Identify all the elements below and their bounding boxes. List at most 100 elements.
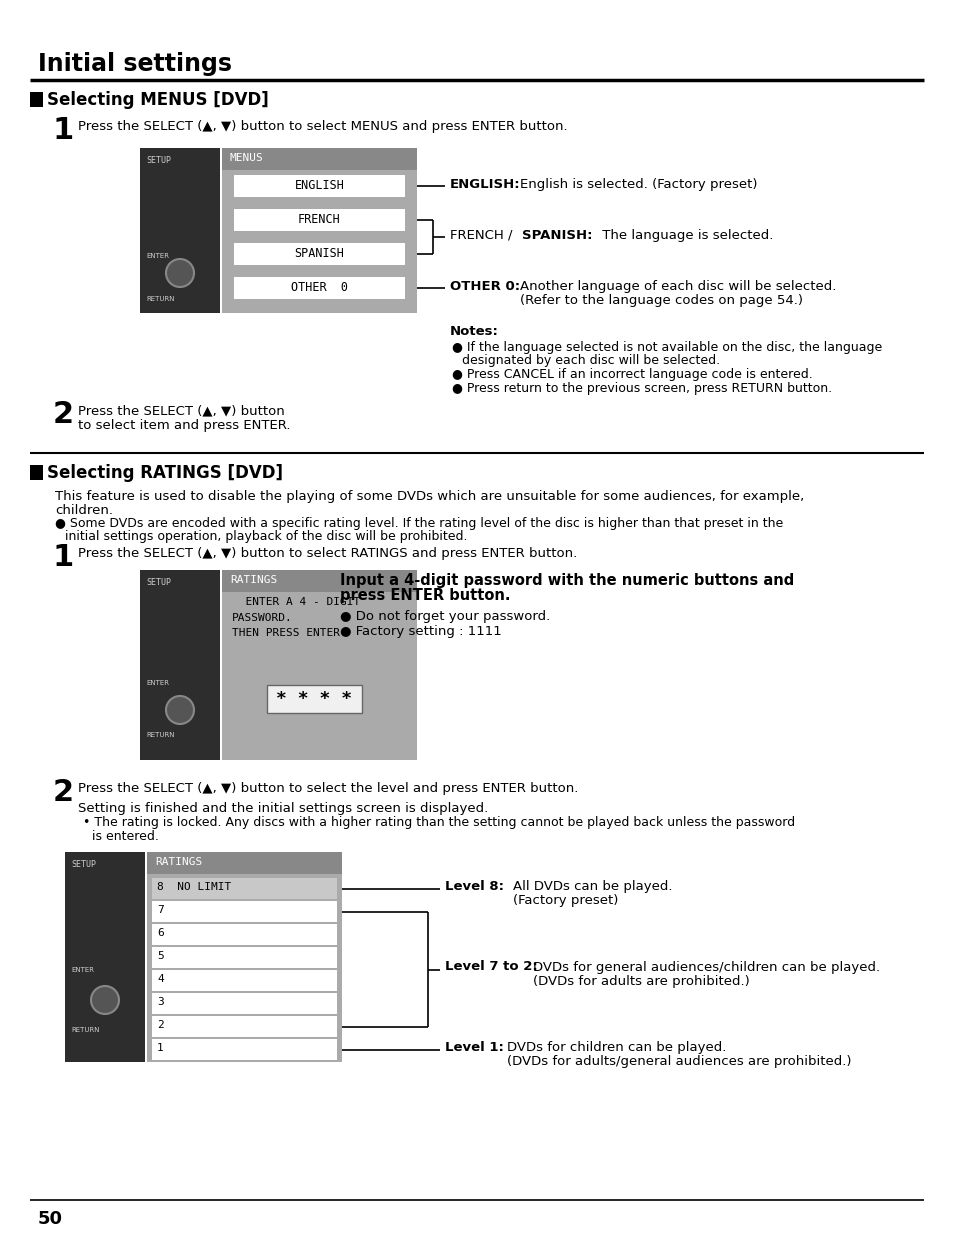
Text: RETURN: RETURN bbox=[146, 732, 174, 739]
Text: SETUP: SETUP bbox=[71, 860, 96, 869]
Bar bbox=[152, 993, 336, 1014]
Text: Press the SELECT (▲, ▼) button to select MENUS and press ENTER button.: Press the SELECT (▲, ▼) button to select… bbox=[78, 120, 567, 133]
Bar bbox=[30, 466, 43, 480]
Text: This feature is used to disable the playing of some DVDs which are unsuitable fo: This feature is used to disable the play… bbox=[55, 490, 803, 503]
Circle shape bbox=[91, 986, 119, 1014]
Text: ● Do not forget your password.: ● Do not forget your password. bbox=[339, 610, 550, 622]
Text: • The rating is locked. Any discs with a higher rating than the setting cannot b: • The rating is locked. Any discs with a… bbox=[83, 816, 794, 829]
Text: 1: 1 bbox=[53, 116, 74, 144]
Text: ENTER: ENTER bbox=[146, 680, 169, 685]
Text: ENTER: ENTER bbox=[146, 253, 169, 259]
Bar bbox=[30, 91, 43, 107]
Text: SPANISH: SPANISH bbox=[294, 247, 344, 261]
Text: OTHER 0:: OTHER 0: bbox=[450, 280, 519, 293]
Bar bbox=[152, 947, 336, 968]
Bar bbox=[152, 1039, 336, 1060]
Text: RETURN: RETURN bbox=[146, 296, 174, 303]
Text: Another language of each disc will be selected.: Another language of each disc will be se… bbox=[519, 280, 836, 293]
Bar bbox=[152, 924, 336, 945]
Bar bbox=[222, 148, 416, 312]
Text: 2: 2 bbox=[53, 778, 74, 806]
Text: Initial settings: Initial settings bbox=[38, 52, 232, 77]
Text: * * * *: * * * * bbox=[276, 690, 353, 708]
Text: RETURN: RETURN bbox=[71, 1028, 99, 1032]
Text: ENTER: ENTER bbox=[71, 967, 94, 973]
Text: press ENTER button.: press ENTER button. bbox=[339, 588, 510, 603]
Bar bbox=[233, 209, 405, 231]
Text: ● Factory setting : 1111: ● Factory setting : 1111 bbox=[339, 625, 501, 638]
Text: (DVDs for adults are prohibited.): (DVDs for adults are prohibited.) bbox=[533, 974, 749, 988]
Text: Press the SELECT (▲, ▼) button: Press the SELECT (▲, ▼) button bbox=[78, 404, 284, 417]
Bar bbox=[140, 148, 220, 312]
Text: RATINGS: RATINGS bbox=[230, 576, 277, 585]
Text: (Factory preset): (Factory preset) bbox=[513, 894, 618, 906]
Text: DVDs for general audiences/children can be played.: DVDs for general audiences/children can … bbox=[533, 961, 880, 973]
Text: 1: 1 bbox=[157, 1044, 164, 1053]
Text: 7: 7 bbox=[157, 905, 164, 915]
Bar bbox=[152, 969, 336, 990]
Text: ● Press return to the previous screen, press RETURN button.: ● Press return to the previous screen, p… bbox=[452, 382, 831, 395]
Text: The language is selected.: The language is selected. bbox=[598, 228, 773, 242]
Text: DVDs for children can be played.: DVDs for children can be played. bbox=[506, 1041, 725, 1053]
Text: FRENCH: FRENCH bbox=[297, 212, 340, 226]
Text: Level 7 to 2:: Level 7 to 2: bbox=[444, 961, 537, 973]
Bar bbox=[65, 852, 145, 1062]
Circle shape bbox=[166, 697, 193, 724]
Text: SPANISH:: SPANISH: bbox=[521, 228, 592, 242]
Text: Selecting MENUS [DVD]: Selecting MENUS [DVD] bbox=[47, 91, 269, 109]
Text: English is selected. (Factory preset): English is selected. (Factory preset) bbox=[519, 178, 757, 191]
Bar bbox=[152, 1016, 336, 1037]
Text: 1: 1 bbox=[53, 543, 74, 572]
Bar bbox=[147, 852, 341, 1062]
Bar bbox=[267, 685, 361, 713]
Bar bbox=[222, 148, 416, 170]
Bar bbox=[152, 902, 336, 923]
Bar bbox=[233, 277, 405, 299]
Text: 2: 2 bbox=[157, 1020, 164, 1030]
Text: Press the SELECT (▲, ▼) button to select RATINGS and press ENTER button.: Press the SELECT (▲, ▼) button to select… bbox=[78, 547, 577, 559]
Text: ENGLISH:: ENGLISH: bbox=[450, 178, 520, 191]
Text: ● Some DVDs are encoded with a specific rating level. If the rating level of the: ● Some DVDs are encoded with a specific … bbox=[55, 517, 782, 530]
Text: initial settings operation, playback of the disc will be prohibited.: initial settings operation, playback of … bbox=[65, 530, 467, 543]
Text: Notes:: Notes: bbox=[450, 325, 498, 338]
Text: (Refer to the language codes on page 54.): (Refer to the language codes on page 54.… bbox=[519, 294, 802, 308]
Text: All DVDs can be played.: All DVDs can be played. bbox=[513, 881, 672, 893]
Bar bbox=[152, 878, 336, 899]
Text: designated by each disc will be selected.: designated by each disc will be selected… bbox=[461, 354, 720, 367]
Text: children.: children. bbox=[55, 504, 112, 517]
Text: Setting is finished and the initial settings screen is displayed.: Setting is finished and the initial sett… bbox=[78, 802, 488, 815]
Text: ENGLISH: ENGLISH bbox=[294, 179, 344, 191]
Text: (DVDs for adults/general audiences are prohibited.): (DVDs for adults/general audiences are p… bbox=[506, 1055, 851, 1068]
Text: to select item and press ENTER.: to select item and press ENTER. bbox=[78, 419, 291, 432]
Text: is entered.: is entered. bbox=[91, 830, 159, 844]
Bar bbox=[222, 571, 416, 760]
Text: PASSWORD.: PASSWORD. bbox=[232, 613, 293, 622]
Text: 8  NO LIMIT: 8 NO LIMIT bbox=[157, 882, 231, 892]
Text: 2: 2 bbox=[53, 400, 74, 429]
Circle shape bbox=[166, 259, 193, 287]
Text: FRENCH /: FRENCH / bbox=[450, 228, 517, 242]
Text: RATINGS: RATINGS bbox=[154, 857, 202, 867]
Text: Level 8:: Level 8: bbox=[444, 881, 503, 893]
Text: OTHER  0: OTHER 0 bbox=[291, 282, 348, 294]
Text: ● Press CANCEL if an incorrect language code is entered.: ● Press CANCEL if an incorrect language … bbox=[452, 368, 812, 382]
Text: SETUP: SETUP bbox=[146, 578, 171, 587]
Text: THEN PRESS ENTER.: THEN PRESS ENTER. bbox=[232, 629, 346, 638]
Text: ENTER A 4 - DIGIT: ENTER A 4 - DIGIT bbox=[232, 597, 360, 606]
Bar bbox=[233, 243, 405, 266]
Bar bbox=[147, 852, 341, 874]
Text: MENUS: MENUS bbox=[230, 153, 263, 163]
Text: Input a 4-digit password with the numeric buttons and: Input a 4-digit password with the numeri… bbox=[339, 573, 794, 588]
Text: 3: 3 bbox=[157, 997, 164, 1007]
Text: ● If the language selected is not available on the disc, the language: ● If the language selected is not availa… bbox=[452, 341, 882, 354]
Text: Level 1:: Level 1: bbox=[444, 1041, 503, 1053]
Text: Selecting RATINGS [DVD]: Selecting RATINGS [DVD] bbox=[47, 464, 283, 482]
Text: SETUP: SETUP bbox=[146, 156, 171, 165]
Text: Press the SELECT (▲, ▼) button to select the level and press ENTER button.: Press the SELECT (▲, ▼) button to select… bbox=[78, 782, 578, 795]
Bar bbox=[140, 571, 220, 760]
Bar bbox=[233, 175, 405, 198]
Text: 50: 50 bbox=[38, 1210, 63, 1228]
Text: 4: 4 bbox=[157, 974, 164, 984]
Text: 6: 6 bbox=[157, 927, 164, 939]
Bar bbox=[222, 571, 416, 592]
